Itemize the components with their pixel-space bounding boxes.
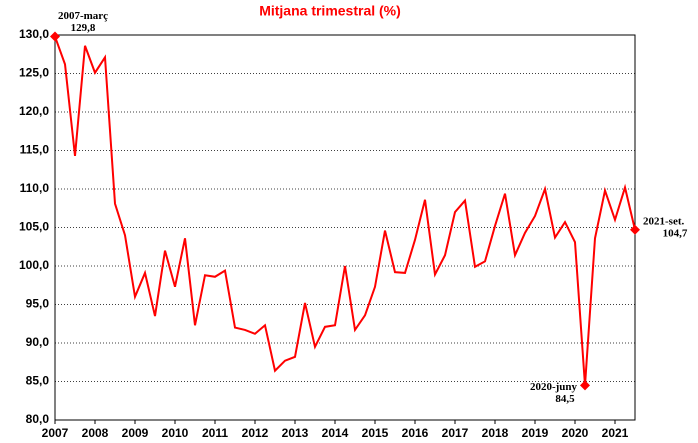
x-tick-label: 2016: [402, 426, 429, 440]
chart-title: Mitjana trimestral (%): [259, 3, 401, 19]
annotation-value: 129,8: [71, 22, 96, 34]
line-series: [54, 36, 636, 386]
x-tick-label: 2009: [122, 426, 149, 440]
x-tick-label: 2020: [562, 426, 589, 440]
y-tick-label: 105,0: [19, 220, 49, 234]
annotation-label: 2020-juny: [530, 381, 578, 393]
annotation-marker: [580, 380, 590, 391]
x-tick-label: 2021: [602, 426, 629, 440]
x-tick-label: 2017: [442, 426, 469, 440]
y-tick-label: 80,0: [26, 412, 50, 426]
x-tick-label: 2015: [362, 426, 389, 440]
x-tick-label: 2007: [42, 426, 69, 440]
annotation-marker: [630, 224, 640, 235]
y-tick-label: 120,0: [19, 104, 49, 118]
y-tick-label: 95,0: [26, 297, 50, 311]
annotation-value: 104,7: [663, 227, 688, 239]
x-tick-label: 2014: [322, 426, 349, 440]
annotation-label: 2007-març: [58, 10, 108, 22]
x-tick-label: 2011: [202, 426, 228, 440]
y-tick-label: 85,0: [26, 374, 50, 388]
y-tick-label: 90,0: [26, 335, 50, 349]
x-tick-label: 2013: [282, 426, 309, 440]
y-tick-label: 110,0: [20, 181, 50, 195]
x-tick-label: 2012: [242, 426, 269, 440]
y-tick-label: 100,0: [19, 258, 49, 272]
y-tick-label: 125,0: [19, 66, 49, 80]
y-tick-label: 115,0: [20, 143, 50, 157]
y-tick-label: 130,0: [19, 27, 49, 41]
x-tick-label: 2008: [82, 426, 109, 440]
x-tick-label: 2019: [522, 426, 549, 440]
annotation-label: 2021-set.: [643, 215, 684, 227]
annotation-marker: [50, 31, 60, 42]
x-tick-label: 2018: [482, 426, 509, 440]
annotation-value: 84,5: [555, 393, 575, 405]
x-tick-label: 2010: [162, 426, 189, 440]
